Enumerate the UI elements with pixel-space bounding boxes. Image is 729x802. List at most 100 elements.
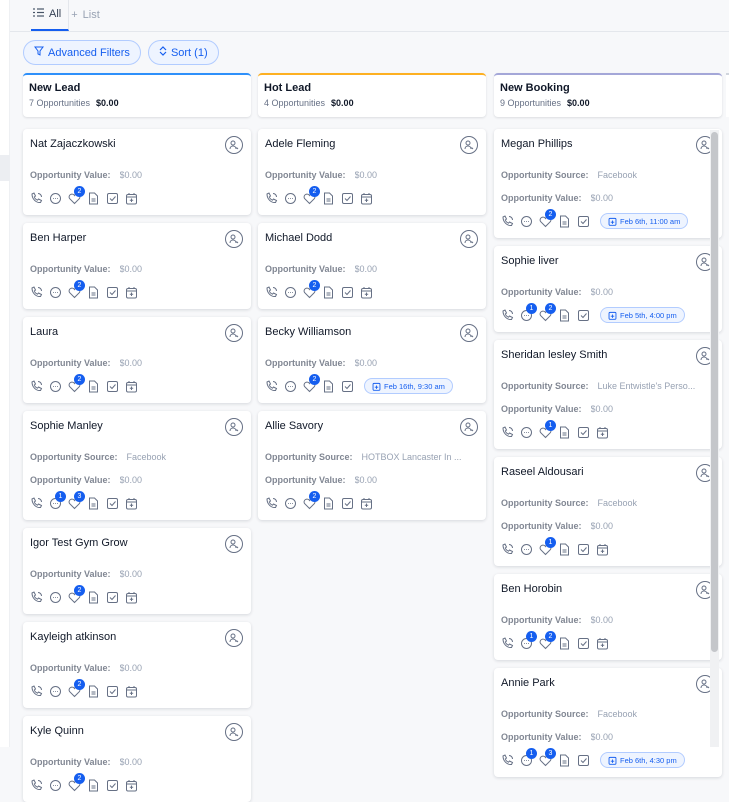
note-icon[interactable] bbox=[322, 497, 335, 510]
contact-name[interactable]: Laura bbox=[30, 326, 59, 338]
opportunity-card[interactable]: Michael Dodd Opportunity Value: $0.00 2 bbox=[258, 223, 486, 309]
assign-user-icon[interactable] bbox=[225, 324, 243, 342]
calendar-icon[interactable] bbox=[125, 380, 138, 393]
message-icon[interactable] bbox=[520, 426, 533, 439]
contact-name[interactable]: Becky Williamson bbox=[265, 326, 352, 338]
note-icon[interactable] bbox=[558, 309, 571, 322]
assign-user-icon[interactable] bbox=[225, 629, 243, 647]
note-icon[interactable] bbox=[87, 685, 100, 698]
opportunity-card[interactable]: Ben Horobin Opportunity Value: $0.00 1 2 bbox=[494, 574, 722, 660]
task-icon[interactable] bbox=[577, 309, 590, 322]
phone-icon[interactable] bbox=[30, 590, 43, 604]
opportunity-card[interactable]: Igor Test Gym Grow Opportunity Value: $0.… bbox=[23, 528, 251, 614]
assign-user-icon[interactable] bbox=[460, 136, 478, 154]
task-icon[interactable] bbox=[341, 286, 354, 299]
phone-icon[interactable] bbox=[501, 753, 514, 767]
calendar-icon[interactable] bbox=[125, 779, 138, 792]
calendar-icon[interactable] bbox=[360, 497, 373, 510]
column-scrollbar[interactable] bbox=[710, 130, 719, 747]
calendar-icon[interactable] bbox=[125, 591, 138, 604]
message-icon[interactable] bbox=[49, 286, 62, 299]
opportunity-card[interactable]: Ben Harper Opportunity Value: $0.00 2 bbox=[23, 223, 251, 309]
note-icon[interactable] bbox=[87, 779, 100, 792]
advanced-filters-button[interactable]: Advanced Filters bbox=[23, 40, 141, 65]
heart-icon[interactable]: 3 bbox=[68, 490, 85, 510]
heart-icon[interactable]: 2 bbox=[303, 490, 320, 510]
message-icon[interactable]: 1 bbox=[520, 302, 537, 322]
task-icon[interactable] bbox=[106, 685, 119, 698]
note-icon[interactable] bbox=[558, 215, 571, 228]
note-icon[interactable] bbox=[558, 543, 571, 556]
assign-user-icon[interactable] bbox=[225, 230, 243, 248]
message-icon[interactable] bbox=[49, 192, 62, 205]
assign-user-icon[interactable] bbox=[225, 723, 243, 741]
contact-name[interactable]: Raseel Aldousari bbox=[501, 466, 584, 478]
note-icon[interactable] bbox=[87, 497, 100, 510]
message-icon[interactable] bbox=[284, 380, 297, 393]
task-icon[interactable] bbox=[577, 215, 590, 228]
task-icon[interactable] bbox=[577, 426, 590, 439]
task-icon[interactable] bbox=[341, 380, 354, 393]
heart-icon[interactable]: 2 bbox=[68, 772, 85, 792]
phone-icon[interactable] bbox=[265, 191, 278, 205]
contact-name[interactable]: Allie Savory bbox=[265, 420, 324, 432]
heart-icon[interactable]: 2 bbox=[68, 185, 85, 205]
assign-user-icon[interactable] bbox=[225, 535, 243, 553]
task-icon[interactable] bbox=[577, 543, 590, 556]
message-icon[interactable] bbox=[49, 685, 62, 698]
phone-icon[interactable] bbox=[30, 496, 43, 510]
message-icon[interactable] bbox=[49, 380, 62, 393]
phone-icon[interactable] bbox=[265, 496, 278, 510]
phone-icon[interactable] bbox=[30, 191, 43, 205]
note-icon[interactable] bbox=[322, 286, 335, 299]
contact-name[interactable]: Adele Fleming bbox=[265, 138, 336, 150]
contact-name[interactable]: Sheridan lesley Smith bbox=[501, 349, 608, 361]
opportunity-card[interactable]: Annie Park Opportunity Source: Facebook Op… bbox=[494, 668, 722, 777]
tab-all[interactable]: All bbox=[31, 0, 70, 31]
scrollbar-thumb[interactable] bbox=[711, 132, 718, 652]
phone-icon[interactable] bbox=[501, 636, 514, 650]
note-icon[interactable] bbox=[87, 591, 100, 604]
appointment-badge[interactable]: Feb 5th, 4:00 pm bbox=[600, 307, 685, 323]
assign-user-icon[interactable] bbox=[225, 136, 243, 154]
task-icon[interactable] bbox=[106, 591, 119, 604]
heart-icon[interactable]: 3 bbox=[539, 747, 556, 767]
message-icon[interactable] bbox=[520, 543, 533, 556]
message-icon[interactable] bbox=[49, 779, 62, 792]
sidebar-handle[interactable] bbox=[0, 155, 10, 181]
contact-name[interactable]: Nat Zajaczkowski bbox=[30, 138, 116, 150]
message-icon[interactable] bbox=[284, 497, 297, 510]
assign-user-icon[interactable] bbox=[460, 418, 478, 436]
contact-name[interactable]: Kayleigh atkinson bbox=[30, 631, 117, 643]
message-icon[interactable] bbox=[284, 286, 297, 299]
appointment-badge[interactable]: Feb 16th, 9:30 am bbox=[364, 378, 453, 394]
opportunity-card[interactable]: Sophie Manley Opportunity Source: Faceboo… bbox=[23, 411, 251, 520]
assign-user-icon[interactable] bbox=[460, 324, 478, 342]
opportunity-card[interactable]: Kayleigh atkinson Opportunity Value: $0.0… bbox=[23, 622, 251, 708]
phone-icon[interactable] bbox=[265, 379, 278, 393]
calendar-icon[interactable] bbox=[125, 497, 138, 510]
note-icon[interactable] bbox=[558, 637, 571, 650]
phone-icon[interactable] bbox=[30, 285, 43, 299]
phone-icon[interactable] bbox=[30, 379, 43, 393]
opportunity-card[interactable]: Raseel Aldousari Opportunity Source: Face… bbox=[494, 457, 722, 566]
opportunity-card[interactable]: Adele Fleming Opportunity Value: $0.00 2 bbox=[258, 129, 486, 215]
task-icon[interactable] bbox=[577, 637, 590, 650]
phone-icon[interactable] bbox=[30, 684, 43, 698]
phone-icon[interactable] bbox=[501, 214, 514, 228]
note-icon[interactable] bbox=[558, 426, 571, 439]
phone-icon[interactable] bbox=[501, 542, 514, 556]
note-icon[interactable] bbox=[87, 192, 100, 205]
task-icon[interactable] bbox=[106, 286, 119, 299]
opportunity-card[interactable]: Megan Phillips Opportunity Source: Facebo… bbox=[494, 129, 722, 238]
heart-icon[interactable]: 1 bbox=[539, 536, 556, 556]
opportunity-card[interactable]: Sophie liver Opportunity Value: $0.00 1 2 Fe… bbox=[494, 246, 722, 332]
task-icon[interactable] bbox=[341, 192, 354, 205]
opportunity-card[interactable]: Laura Opportunity Value: $0.00 2 bbox=[23, 317, 251, 403]
calendar-icon[interactable] bbox=[596, 426, 609, 439]
assign-user-icon[interactable] bbox=[225, 418, 243, 436]
contact-name[interactable]: Sophie Manley bbox=[30, 420, 103, 432]
calendar-icon[interactable] bbox=[596, 637, 609, 650]
message-icon[interactable] bbox=[520, 215, 533, 228]
heart-icon[interactable]: 1 bbox=[539, 419, 556, 439]
